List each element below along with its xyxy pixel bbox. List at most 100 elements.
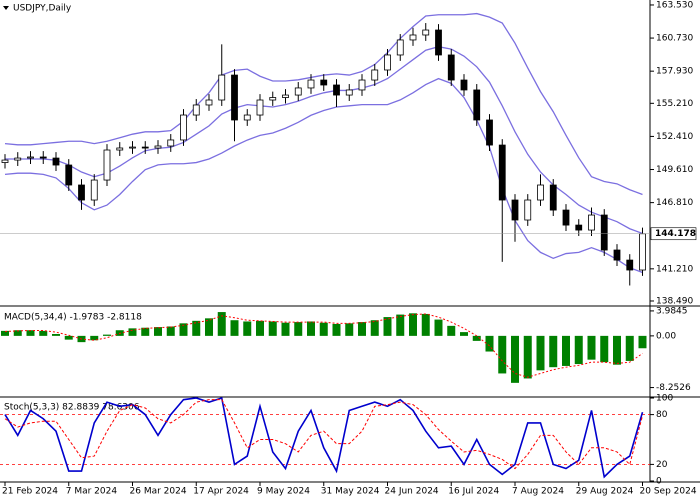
macd-bar (370, 320, 379, 336)
macd-bar (396, 314, 405, 336)
candle-body (1, 159, 9, 163)
macd-bar (281, 322, 290, 336)
candle-body (52, 157, 60, 166)
y-tick-label: 157.930 (656, 67, 693, 77)
candle-body (129, 146, 136, 149)
price-title: USDJPY,Daily (13, 4, 72, 14)
candle-body (282, 94, 289, 98)
candle-body (167, 139, 175, 147)
y-tick-label: 20 (656, 460, 668, 470)
candle-body (613, 249, 621, 261)
candle-body (307, 79, 315, 89)
macd-bar (13, 330, 22, 336)
candle-body (320, 79, 328, 86)
candle-body (486, 119, 493, 146)
candle-body (409, 34, 417, 41)
x-tick-label: 7 Aug 2024 (512, 487, 564, 497)
y-tick-label: 138.490 (656, 296, 693, 306)
macd-bar (26, 330, 35, 336)
bollinger-band (5, 46, 643, 235)
stoch-line (4, 396, 644, 479)
candle-body (358, 79, 366, 91)
macd-bar (613, 335, 621, 365)
candle-body (218, 74, 226, 101)
y-tick-label: 163.530 (656, 0, 693, 10)
macd-bar (383, 317, 392, 336)
candle-body (180, 114, 187, 141)
candle-body (78, 184, 85, 201)
x-tick-label: 29 Aug 2024 (576, 487, 634, 497)
macd-bar (256, 320, 264, 336)
y-tick-label: 146.810 (656, 198, 693, 208)
candle-body (154, 145, 162, 149)
macd-bar (90, 335, 99, 341)
candle-body (626, 259, 634, 271)
x-tick-label: 26 Mar 2024 (130, 487, 187, 497)
x-tick-label: 31 May 2024 (321, 487, 380, 497)
candle-body (90, 179, 98, 201)
y-tick-label: 160.730 (656, 34, 693, 44)
candle-body (294, 87, 302, 96)
candle-body (549, 184, 557, 211)
y-tick-label: 155.210 (656, 99, 693, 109)
macd-bar (205, 318, 213, 336)
x-tick-label: 21 Feb 2024 (2, 487, 58, 497)
macd-bar (358, 322, 366, 336)
macd-bar (103, 334, 111, 336)
macd-bar (600, 335, 609, 363)
x-tick-label: 20 Sep 2024 (640, 487, 697, 497)
macd-bar (498, 335, 507, 374)
candle-body (639, 233, 646, 271)
candle-body (345, 89, 353, 96)
y-tick-label: -8.2526 (656, 383, 691, 393)
macd-bar (1, 330, 9, 336)
macd-title: MACD(5,34,4) -1.9783 -2.8118 (4, 313, 142, 323)
x-tick-label: 17 Apr 2024 (193, 487, 249, 497)
y-tick-label: 100 (656, 394, 673, 404)
candle-body (498, 144, 506, 201)
candle-body (65, 164, 73, 186)
y-tick-label: 3.9845 (656, 306, 688, 316)
candle-body (575, 224, 583, 231)
macd-bar (192, 320, 201, 336)
macd-bar (128, 328, 137, 336)
candle-body (511, 199, 519, 221)
candle-body (256, 99, 264, 116)
macd-bar (179, 323, 188, 336)
candle-body (524, 199, 532, 221)
macd-bar (587, 335, 596, 360)
candle-body (600, 214, 608, 251)
y-tick-label: 141.210 (656, 264, 693, 274)
macd-bar (243, 321, 252, 336)
bollinger-band (4, 77, 643, 274)
signal-line (4, 313, 643, 378)
candle-body (103, 149, 111, 181)
candle-body (384, 54, 391, 71)
x-tick-label: 24 Jun 2024 (385, 487, 439, 497)
macd-bar (345, 323, 354, 336)
macd-bar (52, 333, 60, 336)
candle-body (422, 29, 430, 36)
candle-body (435, 29, 442, 56)
candle-body (39, 156, 47, 159)
y-tick-label: 149.610 (656, 165, 693, 175)
macd-bar (230, 320, 239, 336)
x-tick-label: 16 Jul 2024 (448, 487, 499, 497)
macd-bar (523, 335, 532, 379)
macd-bar (166, 326, 175, 336)
candle-body (243, 114, 251, 121)
menu-triangle[interactable] (3, 6, 9, 10)
candle-body (537, 184, 544, 201)
candle-body (473, 89, 481, 121)
macd-bar (562, 335, 570, 366)
candle-body (205, 99, 213, 106)
candle-body (192, 104, 200, 116)
macd-bar (307, 321, 315, 336)
candle-body (141, 146, 149, 149)
macd-bar (549, 335, 558, 368)
macd-bar (39, 330, 48, 336)
candle-body (231, 74, 238, 121)
macd-bar (511, 335, 519, 383)
